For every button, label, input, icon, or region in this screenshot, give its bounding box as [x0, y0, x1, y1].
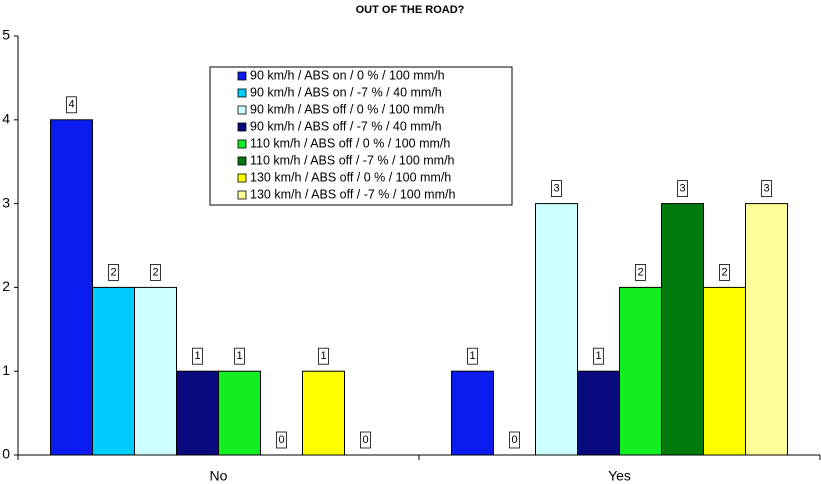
bar: [176, 370, 219, 456]
value-label: 1: [320, 350, 326, 362]
value-label-box: [234, 347, 245, 365]
bar: [535, 203, 578, 456]
value-label-box: [719, 263, 730, 281]
bar: [703, 286, 746, 456]
legend-label: 110 km/h / ABS off / -7 % / 100 mm/h: [250, 153, 455, 167]
value-label: 2: [152, 266, 158, 278]
legend-label: 130 km/h / ABS off / -7 % / 100 mm/h: [250, 187, 455, 201]
value-label-box: [635, 263, 646, 281]
bar: [92, 286, 135, 456]
value-label-box: [467, 347, 478, 365]
value-label: 0: [511, 434, 517, 446]
legend-swatch: [237, 88, 247, 98]
value-label: 2: [110, 266, 116, 278]
y-tick-label: 3: [2, 194, 10, 210]
x-tick-label: No: [210, 468, 228, 484]
legend-swatch: [237, 190, 247, 200]
legend-box: [209, 66, 513, 206]
value-label: 0: [278, 434, 284, 446]
value-label: 1: [469, 350, 475, 362]
y-tick-label: 0: [2, 446, 10, 462]
value-label-box: [150, 263, 161, 281]
value-label-box: [761, 180, 772, 198]
legend-swatch: [237, 122, 247, 132]
bar: [302, 370, 345, 456]
value-label-box: [509, 431, 520, 449]
chart-title: OUT OF THE ROAD?: [356, 4, 465, 16]
legend-label: 90 km/h / ABS off / -7 % / 40 mm/h: [250, 119, 442, 133]
bar: [619, 286, 662, 456]
value-label-box: [192, 347, 203, 365]
y-tick-label: 2: [2, 278, 10, 294]
bar: [577, 370, 620, 456]
value-label: 2: [637, 266, 643, 278]
bar: [50, 119, 93, 456]
legend-label: 130 km/h / ABS off / 0 % / 100 mm/h: [250, 170, 451, 184]
x-tick-label: Yes: [608, 468, 631, 484]
legend-swatch: [237, 173, 247, 183]
legend-swatch: [237, 71, 247, 81]
value-label: 3: [679, 183, 685, 195]
bar: [661, 203, 704, 456]
value-label: 3: [763, 183, 769, 195]
value-label: 3: [553, 183, 559, 195]
value-label-box: [551, 180, 562, 198]
legend-label: 110 km/h / ABS off / 0 % / 100 mm/h: [250, 136, 450, 150]
y-tick-label: 5: [2, 27, 10, 43]
legend-label: 90 km/h / ABS on / 0 % / 100 mm/h: [250, 68, 445, 82]
legend-swatch: [237, 156, 247, 166]
value-label: 4: [68, 99, 74, 111]
value-label-box: [66, 96, 77, 114]
bar: [218, 370, 261, 456]
bar: [451, 370, 494, 456]
value-label: 1: [236, 350, 242, 362]
legend-swatch: [237, 139, 247, 149]
legend-label: 90 km/h / ABS off / 0 % / 100 mm/h: [250, 102, 444, 116]
bar: [745, 203, 788, 456]
value-label: 0: [362, 434, 368, 446]
y-tick-label: 1: [2, 362, 10, 378]
value-label: 1: [194, 350, 200, 362]
legend-swatch: [237, 105, 247, 115]
legend-label: 90 km/h / ABS on / -7 % / 40 mm/h: [250, 85, 442, 99]
value-label-box: [276, 431, 287, 449]
value-label-box: [318, 347, 329, 365]
value-label-box: [677, 180, 688, 198]
value-label-box: [593, 347, 604, 365]
value-label: 2: [721, 266, 727, 278]
bar: [134, 286, 177, 456]
y-tick-label: 4: [2, 111, 10, 127]
value-label-box: [360, 431, 371, 449]
value-label: 1: [595, 350, 601, 362]
value-label-box: [108, 263, 119, 281]
